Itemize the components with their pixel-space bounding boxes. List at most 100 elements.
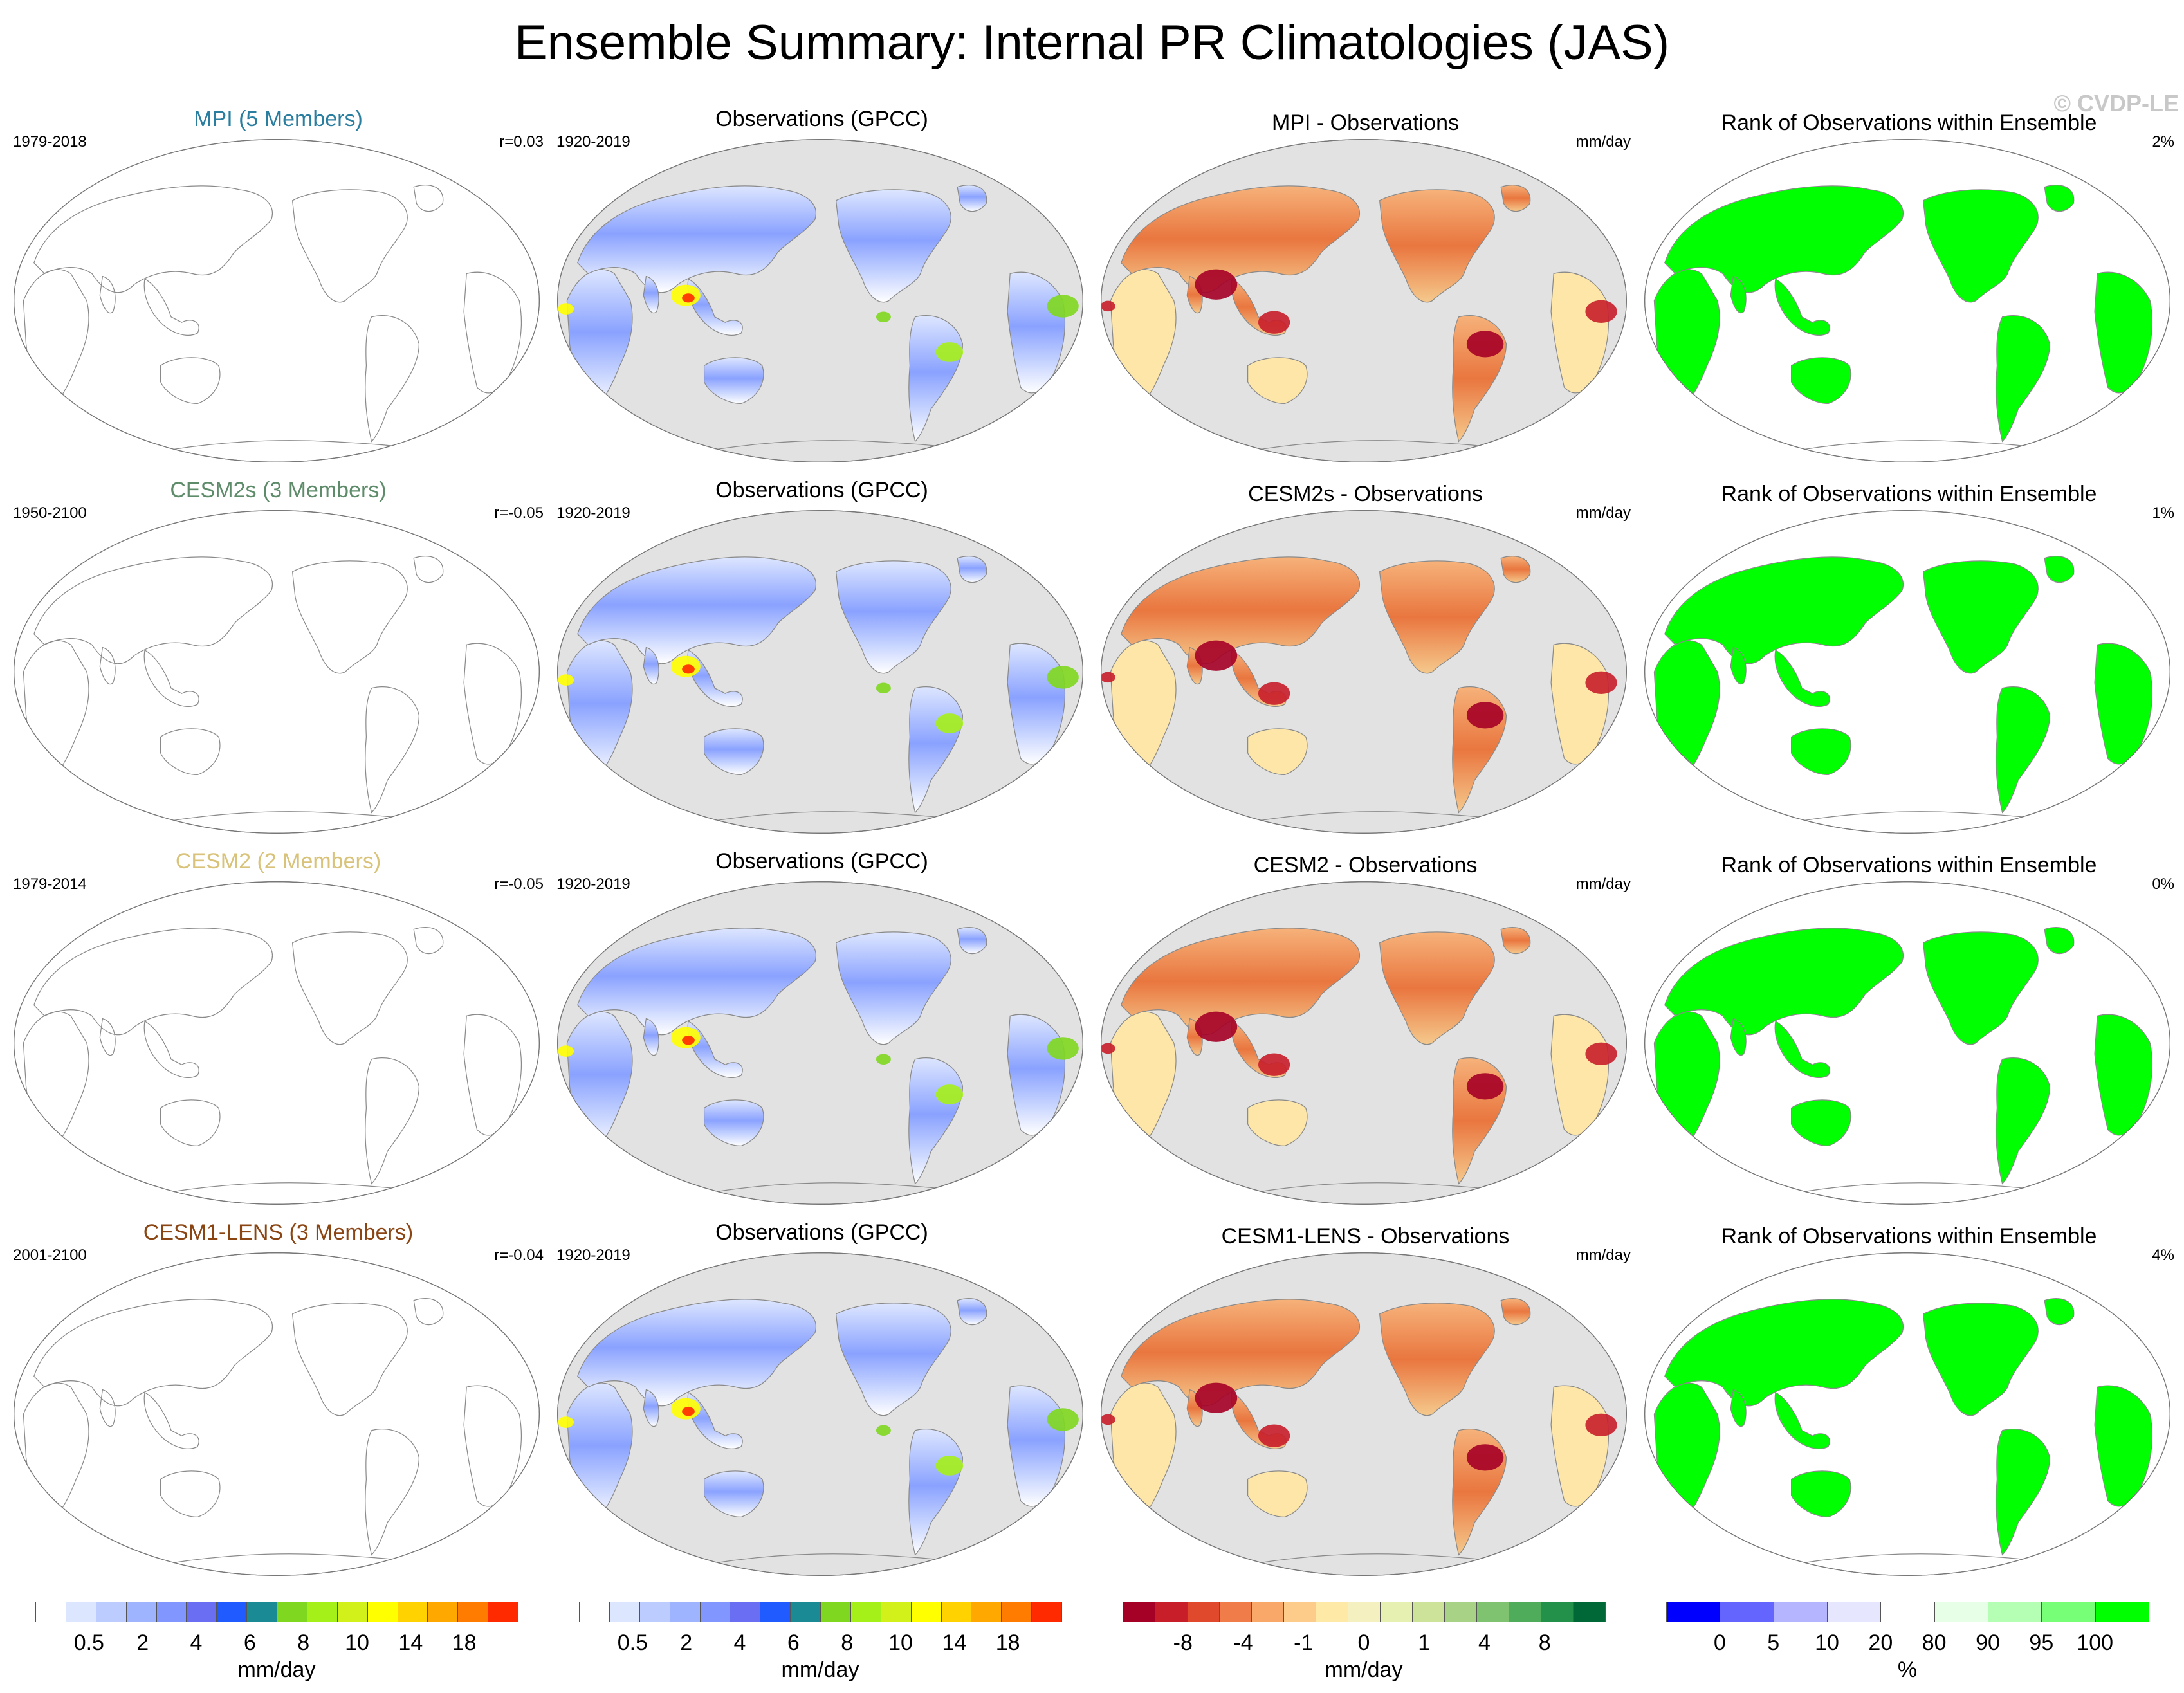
- panel-title: Rank of Observations within Ensemble: [1721, 111, 2097, 135]
- figure-title: Ensemble Summary: Internal PR Climatolog…: [514, 15, 1670, 70]
- colorbar-swatch: [1509, 1602, 1541, 1622]
- land-southAmerica: [365, 686, 420, 814]
- colorbar-swatch: [1773, 1602, 1828, 1622]
- colorbar-tick-label: -1: [1294, 1631, 1314, 1655]
- rain-maximum: [558, 1416, 574, 1428]
- rain-maximum: [1047, 1408, 1079, 1431]
- colorbar-swatch: [850, 1602, 881, 1622]
- colorbar-tick-label: 18: [995, 1631, 1020, 1655]
- rain-maximum: [876, 682, 891, 693]
- land-seAsia: [687, 1391, 743, 1449]
- map-panel-obs: Observations (GPCC) 1920-2019: [556, 471, 1087, 837]
- colorbar-tick-label: 5: [1767, 1631, 1780, 1655]
- land-northAmerica: [1379, 931, 1495, 1045]
- map-border: [1101, 881, 1627, 1205]
- rain-maximum: [935, 713, 964, 733]
- land-eurasia: [33, 556, 273, 664]
- world-map: [14, 510, 540, 834]
- rain-maximum: [1047, 666, 1079, 689]
- bias-maximum: [1101, 1414, 1115, 1425]
- colorbar-swatch: [1219, 1602, 1252, 1622]
- colorbar-swatch: [186, 1602, 217, 1622]
- land-seAsia: [687, 1020, 743, 1078]
- colorbar-swatches: [1123, 1602, 1606, 1622]
- land-seAsia: [1774, 1020, 1830, 1078]
- colorbar-swatch: [306, 1602, 338, 1622]
- land-seAsia: [1774, 649, 1830, 707]
- colorbar-tick-label: 6: [787, 1631, 800, 1655]
- colorbar-tick-label: 18: [452, 1631, 477, 1655]
- world-map: [1644, 510, 2170, 834]
- map-border: [557, 510, 1083, 834]
- map-border: [1644, 510, 2170, 834]
- colorbar-tick-label: 2: [680, 1631, 693, 1655]
- panel-title: Rank of Observations within Ensemble: [1721, 1224, 2097, 1249]
- land-india: [1730, 1018, 1747, 1056]
- colorbar-swatch: [639, 1602, 670, 1622]
- rain-maximum: [682, 1036, 695, 1045]
- panel-title: Observations (GPCC): [715, 107, 928, 131]
- colorbar-tick-label: 80: [1922, 1631, 1947, 1655]
- land-australia: [703, 357, 764, 405]
- colorbar-tick-label: 14: [398, 1631, 423, 1655]
- colorbar-tick-label: 14: [942, 1631, 967, 1655]
- land-australia: [1247, 357, 1308, 405]
- land-seAsia: [143, 278, 199, 336]
- period-label: 1979-2018: [13, 133, 87, 151]
- colorbar-swatch: [1476, 1602, 1509, 1622]
- land-greenland: [957, 927, 987, 955]
- correlation-label: r=0.03: [499, 133, 544, 151]
- land-southAmerica: [1996, 686, 2051, 814]
- colorbar-swatch: [1826, 1602, 1882, 1622]
- land-greenland: [413, 927, 444, 955]
- rain-maximum: [935, 1456, 964, 1476]
- world-map: [1644, 139, 2170, 462]
- land-northAmerica: [1922, 931, 2039, 1045]
- land-southAmerica: [1996, 1428, 2051, 1556]
- land-australia: [1247, 728, 1308, 776]
- colorbar-tick-label: 4: [733, 1631, 746, 1655]
- bias-maximum: [1101, 300, 1115, 312]
- land-southAmerica: [365, 1057, 420, 1185]
- colorbar-rank: 0 5 10 20 80 90 95 100%: [1666, 1602, 2149, 1685]
- land-greenland: [2044, 927, 2075, 955]
- colorbar-swatch: [609, 1602, 640, 1622]
- land-greenland: [957, 556, 987, 583]
- rain-maximum: [876, 1054, 891, 1065]
- colorbar-tick-label: 20: [1868, 1631, 1893, 1655]
- land-australia: [160, 357, 221, 405]
- land-northAmerica: [835, 189, 951, 303]
- land-greenland: [1500, 927, 1531, 955]
- land-india: [643, 275, 659, 313]
- colorbar-swatch: [1155, 1602, 1188, 1622]
- rain-maximum: [1047, 295, 1079, 318]
- bias-maximum: [1585, 300, 1617, 324]
- map-ocean: [557, 881, 1083, 1205]
- world-map: [1101, 510, 1627, 834]
- map-panel-obs: Observations (GPCC) 1920-2019: [556, 842, 1087, 1209]
- colorbar-tick-label: 95: [2029, 1631, 2054, 1655]
- land-northAmerica: [1379, 189, 1495, 303]
- colorbar-swatch: [1031, 1602, 1062, 1622]
- period-label: 1920-2019: [556, 1247, 630, 1264]
- rain-maximum: [558, 303, 574, 315]
- colorbar-swatch: [65, 1602, 96, 1622]
- colorbar-unit-label: %: [1897, 1658, 1918, 1682]
- land-southAmerica: [1996, 315, 2051, 443]
- bias-maximum: [1258, 1053, 1290, 1076]
- world-map: [557, 510, 1083, 834]
- colorbar-tick-label: 6: [243, 1631, 256, 1655]
- colorbar-swatch: [1187, 1602, 1220, 1622]
- colorbar-swatch: [246, 1602, 277, 1622]
- panel-title: Rank of Observations within Ensemble: [1721, 853, 2097, 877]
- map-panel-model: CESM2s (3 Members) 1950-2100 r=-0.05: [13, 471, 544, 837]
- colorbar-swatch: [790, 1602, 821, 1622]
- correlation-label: r=-0.04: [494, 1247, 544, 1264]
- map-panel-diff: CESM2s - Observations mm/day: [1100, 471, 1631, 837]
- colorbar-swatch: [488, 1602, 518, 1622]
- land-australia: [1790, 728, 1851, 776]
- world-map: [1101, 881, 1627, 1205]
- panel-title: CESM1-LENS (3 Members): [143, 1220, 414, 1245]
- bias-maximum: [1258, 1424, 1290, 1447]
- colorbar-tick-label: 2: [136, 1631, 149, 1655]
